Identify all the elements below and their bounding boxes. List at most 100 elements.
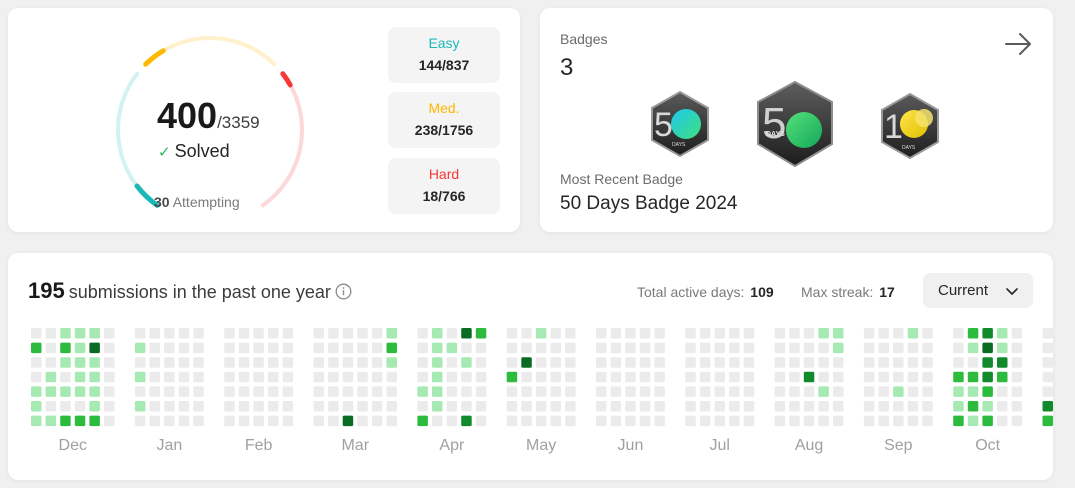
heatmap-cell[interactable] <box>818 342 829 354</box>
heatmap-cell[interactable] <box>193 342 204 354</box>
heatmap-cell[interactable] <box>461 342 472 354</box>
heatmap-cell[interactable] <box>610 415 622 427</box>
heatmap-cell[interactable] <box>610 371 622 383</box>
heatmap-cell[interactable] <box>224 357 235 368</box>
heatmap-cell[interactable] <box>699 386 711 397</box>
heatmap-cell[interactable] <box>967 371 979 383</box>
heatmap-cell[interactable] <box>506 328 518 339</box>
heatmap-cell[interactable] <box>268 371 279 383</box>
heatmap-cell[interactable] <box>833 342 844 354</box>
heatmap-cell[interactable] <box>967 357 979 368</box>
heatmap-cell[interactable] <box>878 328 890 339</box>
heatmap-cell[interactable] <box>893 415 904 427</box>
heatmap-cell[interactable] <box>907 357 919 368</box>
heatmap-cell[interactable] <box>729 401 740 412</box>
heatmap-cell[interactable] <box>982 357 993 368</box>
heatmap-cell[interactable] <box>639 342 651 354</box>
heatmap-cell[interactable] <box>89 415 100 427</box>
heatmap-cell[interactable] <box>907 342 919 354</box>
heatmap-cell[interactable] <box>521 386 532 397</box>
year-select-dropdown[interactable]: Current <box>923 273 1033 308</box>
badge-50-days-icon[interactable]: 5 DAYS <box>648 90 712 158</box>
heatmap-cell[interactable] <box>774 357 786 368</box>
heatmap-cell[interactable] <box>104 415 115 427</box>
heatmap-cell[interactable] <box>685 371 696 383</box>
heatmap-cell[interactable] <box>789 371 800 383</box>
heatmap-cell[interactable] <box>1011 386 1023 397</box>
heatmap-cell[interactable] <box>238 415 250 427</box>
heatmap-cell[interactable] <box>149 342 161 354</box>
heatmap-cell[interactable] <box>535 371 547 383</box>
heatmap-cell[interactable] <box>328 328 339 339</box>
heatmap-cell[interactable] <box>386 401 398 412</box>
heatmap-cell[interactable] <box>833 386 844 397</box>
heatmap-cell[interactable] <box>997 342 1008 354</box>
heatmap-cell[interactable] <box>743 386 755 397</box>
medium-stat-box[interactable]: Med. 238/1756 <box>388 92 500 148</box>
heatmap-cell[interactable] <box>268 415 279 427</box>
heatmap-cell[interactable] <box>282 328 294 339</box>
heatmap-cell[interactable] <box>729 328 740 339</box>
heatmap-cell[interactable] <box>371 342 383 354</box>
heatmap-cell[interactable] <box>506 357 518 368</box>
heatmap-cell[interactable] <box>164 342 175 354</box>
arrow-right-icon[interactable] <box>1002 28 1034 60</box>
heatmap-cell[interactable] <box>967 386 979 397</box>
heatmap-cell[interactable] <box>342 415 354 427</box>
heatmap-cell[interactable] <box>893 357 904 368</box>
heatmap-cell[interactable] <box>953 342 964 354</box>
heatmap-cell[interactable] <box>729 415 740 427</box>
heatmap-cell[interactable] <box>1042 342 1054 354</box>
heatmap-cell[interactable] <box>714 415 726 427</box>
heatmap-cell[interactable] <box>1042 357 1054 368</box>
heatmap-cell[interactable] <box>596 328 607 339</box>
heatmap-cell[interactable] <box>610 386 622 397</box>
heatmap-cell[interactable] <box>282 342 294 354</box>
heatmap-cell[interactable] <box>89 328 100 339</box>
heatmap-cell[interactable] <box>1042 415 1054 427</box>
heatmap-cell[interactable] <box>45 415 57 427</box>
heatmap-cell[interactable] <box>224 401 235 412</box>
heatmap-cell[interactable] <box>282 357 294 368</box>
heatmap-cell[interactable] <box>685 342 696 354</box>
heatmap-cell[interactable] <box>699 342 711 354</box>
heatmap-cell[interactable] <box>997 386 1008 397</box>
heatmap-cell[interactable] <box>596 357 607 368</box>
heatmap-cell[interactable] <box>521 328 532 339</box>
heatmap-cell[interactable] <box>803 401 815 412</box>
heatmap-cell[interactable] <box>714 386 726 397</box>
heatmap-cell[interactable] <box>639 386 651 397</box>
heatmap-cell[interactable] <box>89 342 100 354</box>
heatmap-cell[interactable] <box>818 357 829 368</box>
heatmap-cell[interactable] <box>149 357 161 368</box>
heatmap-cell[interactable] <box>253 386 264 397</box>
heatmap-cell[interactable] <box>982 371 993 383</box>
heatmap-cell[interactable] <box>953 386 964 397</box>
heatmap-cell[interactable] <box>1042 328 1054 339</box>
heatmap-cell[interactable] <box>789 357 800 368</box>
heatmap-cell[interactable] <box>45 328 57 339</box>
heatmap-cell[interactable] <box>193 401 204 412</box>
heatmap-cell[interactable] <box>565 328 576 339</box>
heatmap-cell[interactable] <box>863 386 875 397</box>
heatmap-cell[interactable] <box>328 401 339 412</box>
heatmap-cell[interactable] <box>74 371 86 383</box>
heatmap-cell[interactable] <box>982 415 993 427</box>
heatmap-cell[interactable] <box>164 386 175 397</box>
heatmap-cell[interactable] <box>134 371 146 383</box>
heatmap-cell[interactable] <box>60 342 71 354</box>
heatmap-cell[interactable] <box>550 371 562 383</box>
heatmap-cell[interactable] <box>654 357 665 368</box>
heatmap-cell[interactable] <box>461 401 472 412</box>
heatmap-cell[interactable] <box>282 371 294 383</box>
heatmap-cell[interactable] <box>922 386 933 397</box>
heatmap-cell[interactable] <box>565 401 576 412</box>
heatmap-cell[interactable] <box>714 342 726 354</box>
heatmap-cell[interactable] <box>774 386 786 397</box>
heatmap-cell[interactable] <box>224 415 235 427</box>
heatmap-cell[interactable] <box>60 415 71 427</box>
heatmap-cell[interactable] <box>386 371 398 383</box>
heatmap-cell[interactable] <box>357 415 368 427</box>
heatmap-cell[interactable] <box>193 415 204 427</box>
heatmap-cell[interactable] <box>342 401 354 412</box>
